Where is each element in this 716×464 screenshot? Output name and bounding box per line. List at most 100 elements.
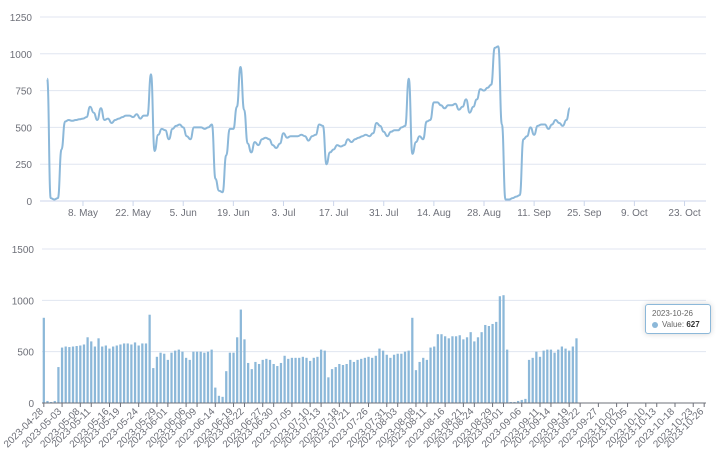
bar	[487, 326, 491, 403]
bar	[447, 338, 450, 403]
bar	[250, 369, 253, 403]
bar	[363, 357, 367, 403]
bar	[148, 314, 151, 403]
bar	[509, 401, 512, 403]
x-tick-label: 23. Oct	[668, 208, 700, 219]
bar	[352, 361, 356, 403]
bar	[389, 357, 392, 403]
bar	[323, 350, 326, 403]
bar	[268, 359, 272, 403]
x-tick-label: 28. Aug	[467, 208, 501, 219]
bar	[338, 363, 341, 403]
bar	[367, 356, 370, 403]
y-tick-label: 750	[15, 87, 32, 98]
bar	[126, 343, 129, 403]
bar	[298, 357, 301, 403]
y-tick-label: 1250	[10, 13, 33, 24]
bar	[407, 350, 410, 403]
bar	[287, 358, 290, 403]
bar	[345, 363, 348, 403]
bar	[334, 367, 337, 403]
bar-chart-bars	[42, 295, 578, 403]
bar	[265, 358, 268, 403]
bar-tooltip: 2023-10-26 Value: 627	[645, 304, 711, 334]
bar	[108, 348, 111, 403]
bar	[75, 346, 78, 403]
bar	[192, 351, 195, 403]
bar	[236, 337, 239, 403]
bar	[469, 332, 472, 403]
bar	[454, 336, 458, 403]
tooltip-label: Value	[662, 320, 682, 329]
bar	[254, 361, 257, 403]
x-tick-label: 19. Jun	[217, 208, 250, 219]
bar	[46, 400, 49, 403]
bar	[294, 357, 297, 403]
bar	[403, 351, 407, 403]
bar	[429, 347, 432, 403]
x-tick-label: 8. May	[68, 208, 98, 219]
bar	[71, 346, 75, 403]
bar	[170, 352, 173, 403]
bar-chart: 0 500 1000 1500 2023-04-282023-05-032023-05…	[2, 245, 707, 450]
tooltip-date: 2023-10-26	[652, 309, 693, 318]
bar	[498, 296, 501, 403]
bar	[221, 396, 224, 403]
bar	[217, 395, 221, 403]
y-tick-label: 1000	[10, 50, 33, 61]
bar	[516, 400, 520, 403]
bar	[309, 360, 312, 403]
bar	[119, 344, 122, 403]
x-tick-label: 5. Jun	[170, 208, 197, 219]
line-chart-x-axis: 8. May 22. May 5. Jun 19. Jun 3. Jul 17. Jul 3…	[40, 200, 706, 219]
bar	[90, 341, 93, 403]
bar	[484, 324, 487, 403]
bar	[305, 357, 308, 403]
bar	[239, 309, 242, 403]
bar	[97, 338, 100, 403]
bar	[68, 347, 71, 403]
bar	[564, 348, 567, 403]
bar	[283, 355, 286, 403]
tooltip-series-dot	[652, 321, 658, 328]
bar	[144, 343, 148, 403]
bar	[60, 347, 64, 403]
bar	[184, 357, 188, 403]
bar	[79, 345, 82, 403]
bar	[360, 358, 363, 403]
bar	[104, 345, 107, 403]
bar	[378, 348, 381, 403]
bar	[520, 399, 523, 403]
tooltip-row: Value: 627	[652, 319, 704, 331]
series-line	[46, 45, 571, 201]
bar	[316, 356, 319, 403]
bar	[538, 356, 542, 403]
bar	[276, 366, 279, 403]
bar	[371, 357, 374, 403]
bar	[341, 365, 345, 403]
bar	[232, 352, 235, 403]
bar	[527, 359, 531, 403]
bar	[133, 342, 137, 403]
bar	[480, 332, 483, 403]
bar	[491, 323, 494, 403]
bar	[159, 352, 162, 403]
bar	[64, 346, 67, 403]
bar	[458, 335, 461, 403]
bar	[400, 353, 403, 403]
bar	[42, 317, 45, 403]
y-tick-label: 500	[15, 123, 32, 134]
y-tick-label: 250	[15, 160, 32, 171]
bar	[199, 351, 202, 403]
bar	[473, 341, 476, 403]
bar	[130, 344, 133, 403]
y-tick-label: 0	[26, 197, 32, 208]
bar	[272, 363, 275, 403]
bar	[495, 321, 498, 403]
bar	[422, 357, 425, 403]
bar	[112, 346, 115, 403]
x-tick-label: 17. Jul	[319, 208, 348, 219]
y-tick-label: 1000	[12, 296, 35, 307]
bar	[425, 359, 429, 403]
bar	[392, 354, 396, 403]
